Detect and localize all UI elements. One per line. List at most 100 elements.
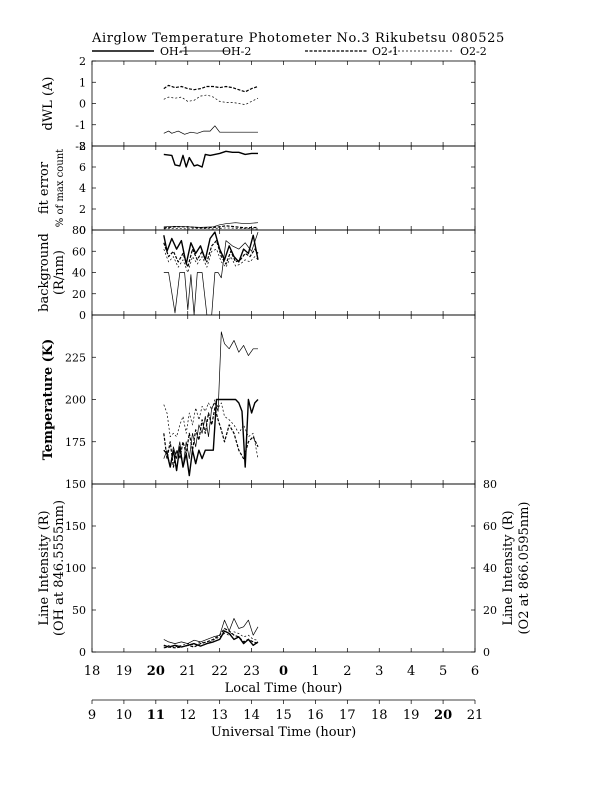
x-tick-label: 6 <box>471 664 479 679</box>
y-tick-label: 40 <box>72 267 86 280</box>
y-tick-label: 150 <box>65 478 86 491</box>
panel-frame <box>91 60 476 147</box>
ut-tick-label: 13 <box>211 708 228 723</box>
y-axis-label-2: (R/nm) <box>52 250 67 295</box>
ut-tick-label: 19 <box>403 708 420 723</box>
y-axis-label: Line Intensity (R) <box>37 510 52 625</box>
series-line-oh-2 <box>163 231 259 316</box>
y2-tick-label: 40 <box>483 562 497 575</box>
y-tick-label: 100 <box>65 562 86 575</box>
series-line-o2-1 <box>163 225 259 229</box>
y2-tick-label: 80 <box>483 478 497 491</box>
y-tick-label: 0 <box>79 309 86 322</box>
y-axis-label: dWL (A) <box>41 77 56 131</box>
series-line-o2-2 <box>163 94 259 105</box>
x-tick-label: 4 <box>407 664 415 679</box>
y-tick-label: -2 <box>75 140 86 153</box>
y-tick-label: 1 <box>79 76 86 89</box>
panel-line_intensity <box>91 483 476 653</box>
panel-dwl <box>91 60 476 147</box>
y-tick-label: 150 <box>65 520 86 533</box>
y2-tick-label: 60 <box>483 520 497 533</box>
y-tick-label: 0 <box>79 224 86 237</box>
y-tick-label: 8 <box>79 140 86 153</box>
series-line-oh-2 <box>163 222 259 228</box>
legend-label-o2-1: O2-1 <box>372 45 399 58</box>
y-tick-label: 200 <box>65 394 86 407</box>
ut-tick-label: 10 <box>116 708 133 723</box>
x-tick-label: 20 <box>147 664 165 679</box>
x-tick-label: 5 <box>439 664 447 679</box>
x-tick-label: 0 <box>279 664 288 679</box>
y2-axis-label-2: (O2 at 866.0595nm) <box>517 501 532 634</box>
series-line-o2-2 <box>163 227 259 230</box>
ut-tick-label: 14 <box>243 708 260 723</box>
y-tick-label: 225 <box>65 351 86 364</box>
ut-tick-label: 17 <box>339 708 356 723</box>
x-tick-label: 1 <box>311 664 319 679</box>
y-tick-label: 50 <box>72 604 86 617</box>
panel-frame <box>91 483 476 653</box>
y2-axis-label: Line Intensity (R) <box>501 510 516 625</box>
y2-tick-label: 0 <box>483 646 490 659</box>
y-tick-label: 0 <box>79 646 86 659</box>
y-tick-label: 20 <box>72 288 86 301</box>
chart-title: Airglow Temperature Photometer No.3 Riku… <box>92 31 505 46</box>
x-tick-label: 21 <box>179 664 196 679</box>
panel-frame <box>91 229 476 316</box>
y-axis-label: fit error <box>37 161 52 214</box>
y-tick-label: 0 <box>79 98 86 111</box>
x-tick-label: 22 <box>211 664 228 679</box>
series-line-o2-1 <box>163 407 259 468</box>
ut-tick-label: 18 <box>371 708 388 723</box>
x-tick-label: 3 <box>375 664 383 679</box>
series-line-o2-1 <box>163 240 259 268</box>
panel-frame <box>91 314 476 485</box>
y-tick-label: 80 <box>72 224 86 237</box>
series-line-o2-2 <box>163 631 259 648</box>
panel-temperature <box>91 314 476 485</box>
y-tick-label: 6 <box>79 161 86 174</box>
panel-fit_error <box>91 145 476 231</box>
ut-tick-label: 12 <box>179 708 196 723</box>
y-axis-label-2: (OH at 846.5555nm) <box>52 500 67 636</box>
series-line-oh-2 <box>163 125 258 135</box>
series-line-oh-1 <box>163 150 258 168</box>
y-tick-label: 2 <box>79 203 86 216</box>
y2-tick-label: 20 <box>483 604 497 617</box>
series-line-o2-1 <box>163 627 259 649</box>
series-line-oh-2 <box>163 618 259 644</box>
x-tick-label: 2 <box>343 664 351 679</box>
y-tick-label: 2 <box>79 55 86 68</box>
legend-label-oh-2: OH-2 <box>222 45 251 58</box>
ut-tick-label: 16 <box>307 708 324 723</box>
series-line-oh-1 <box>163 630 259 648</box>
series-line-o2-2 <box>163 248 259 273</box>
series-line-o2-1 <box>163 84 259 93</box>
ut-tick-label: 9 <box>88 708 96 723</box>
y-axis-label-2: % of max count <box>55 149 66 227</box>
panel-frame <box>91 145 476 231</box>
ut-tick-label: 15 <box>275 708 292 723</box>
series-line-oh-1 <box>163 398 259 477</box>
x-tick-label: 18 <box>84 664 101 679</box>
ut-tick-label: 21 <box>467 708 484 723</box>
ut-axis-label: Universal Time (hour) <box>211 725 356 740</box>
y-tick-label: 175 <box>65 436 86 449</box>
ut-tick-label: 20 <box>434 708 452 723</box>
legend-label-oh-1: OH-1 <box>160 45 189 58</box>
y-axis-label: Temperature (K) <box>41 339 56 461</box>
y-axis-label: background <box>37 233 52 312</box>
y-tick-label: 4 <box>79 182 86 195</box>
x-tick-label: 19 <box>116 664 133 679</box>
x-axis-label: Local Time (hour) <box>225 681 343 696</box>
series-line-oh-1 <box>163 231 259 265</box>
legend-label-o2-2: O2-2 <box>460 45 487 58</box>
panel-background <box>91 229 476 316</box>
y-tick-label: -1 <box>75 119 86 132</box>
x-tick-label: 23 <box>243 664 260 679</box>
y-tick-label: 60 <box>72 245 86 258</box>
ut-tick-label: 11 <box>147 708 165 723</box>
